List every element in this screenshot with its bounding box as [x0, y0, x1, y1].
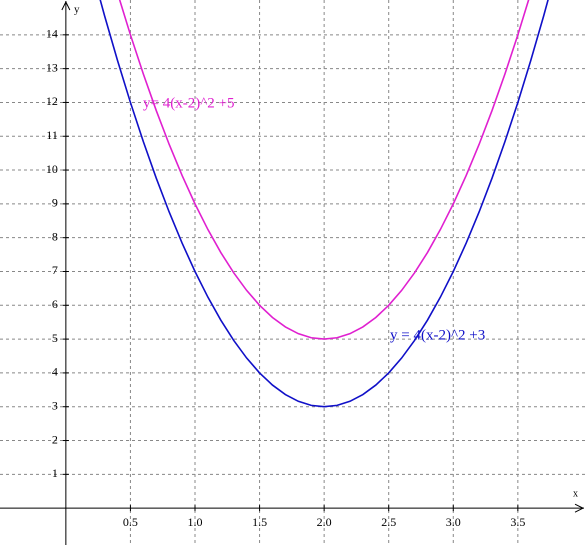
y-tick-label: 8	[52, 229, 58, 243]
y-tick-label: 14	[46, 27, 58, 41]
x-tick-label: 0.5	[123, 515, 138, 529]
annotation: y = 4(x-2)^2 +3	[390, 327, 485, 343]
x-tick-label: 3.5	[510, 515, 525, 529]
y-axis-label: y	[74, 4, 80, 16]
y-tick-label: 6	[52, 297, 58, 311]
y-tick-label: 3	[52, 398, 58, 412]
axis-arrow	[574, 503, 585, 513]
y-tick-label: 11	[46, 128, 58, 142]
y-tick-label: 1	[52, 466, 58, 480]
y-tick-label: 4	[52, 365, 58, 379]
y-tick-label: 13	[46, 60, 58, 74]
y-tick-label: 10	[46, 162, 58, 176]
x-tick-label: 2.0	[317, 515, 332, 529]
x-tick-label: 1.0	[188, 515, 203, 529]
axis-arrow	[61, 0, 71, 11]
x-tick-label: 3.0	[446, 515, 461, 529]
curves	[99, 0, 549, 408]
x-axis-label: x	[573, 488, 578, 499]
y-tick-label: 9	[52, 196, 58, 210]
y-tick-label: 7	[52, 263, 58, 277]
y-tick-label: 2	[52, 432, 58, 446]
x-tick-label: 1.5	[252, 515, 267, 529]
x-tick-label: 2.5	[381, 515, 396, 529]
annotation: y= 4(x-2)^2 +5	[143, 95, 234, 111]
curve	[99, 0, 549, 408]
y-tick-label: 5	[52, 331, 58, 345]
curve	[118, 0, 530, 340]
y-tick-label: 12	[46, 94, 58, 108]
